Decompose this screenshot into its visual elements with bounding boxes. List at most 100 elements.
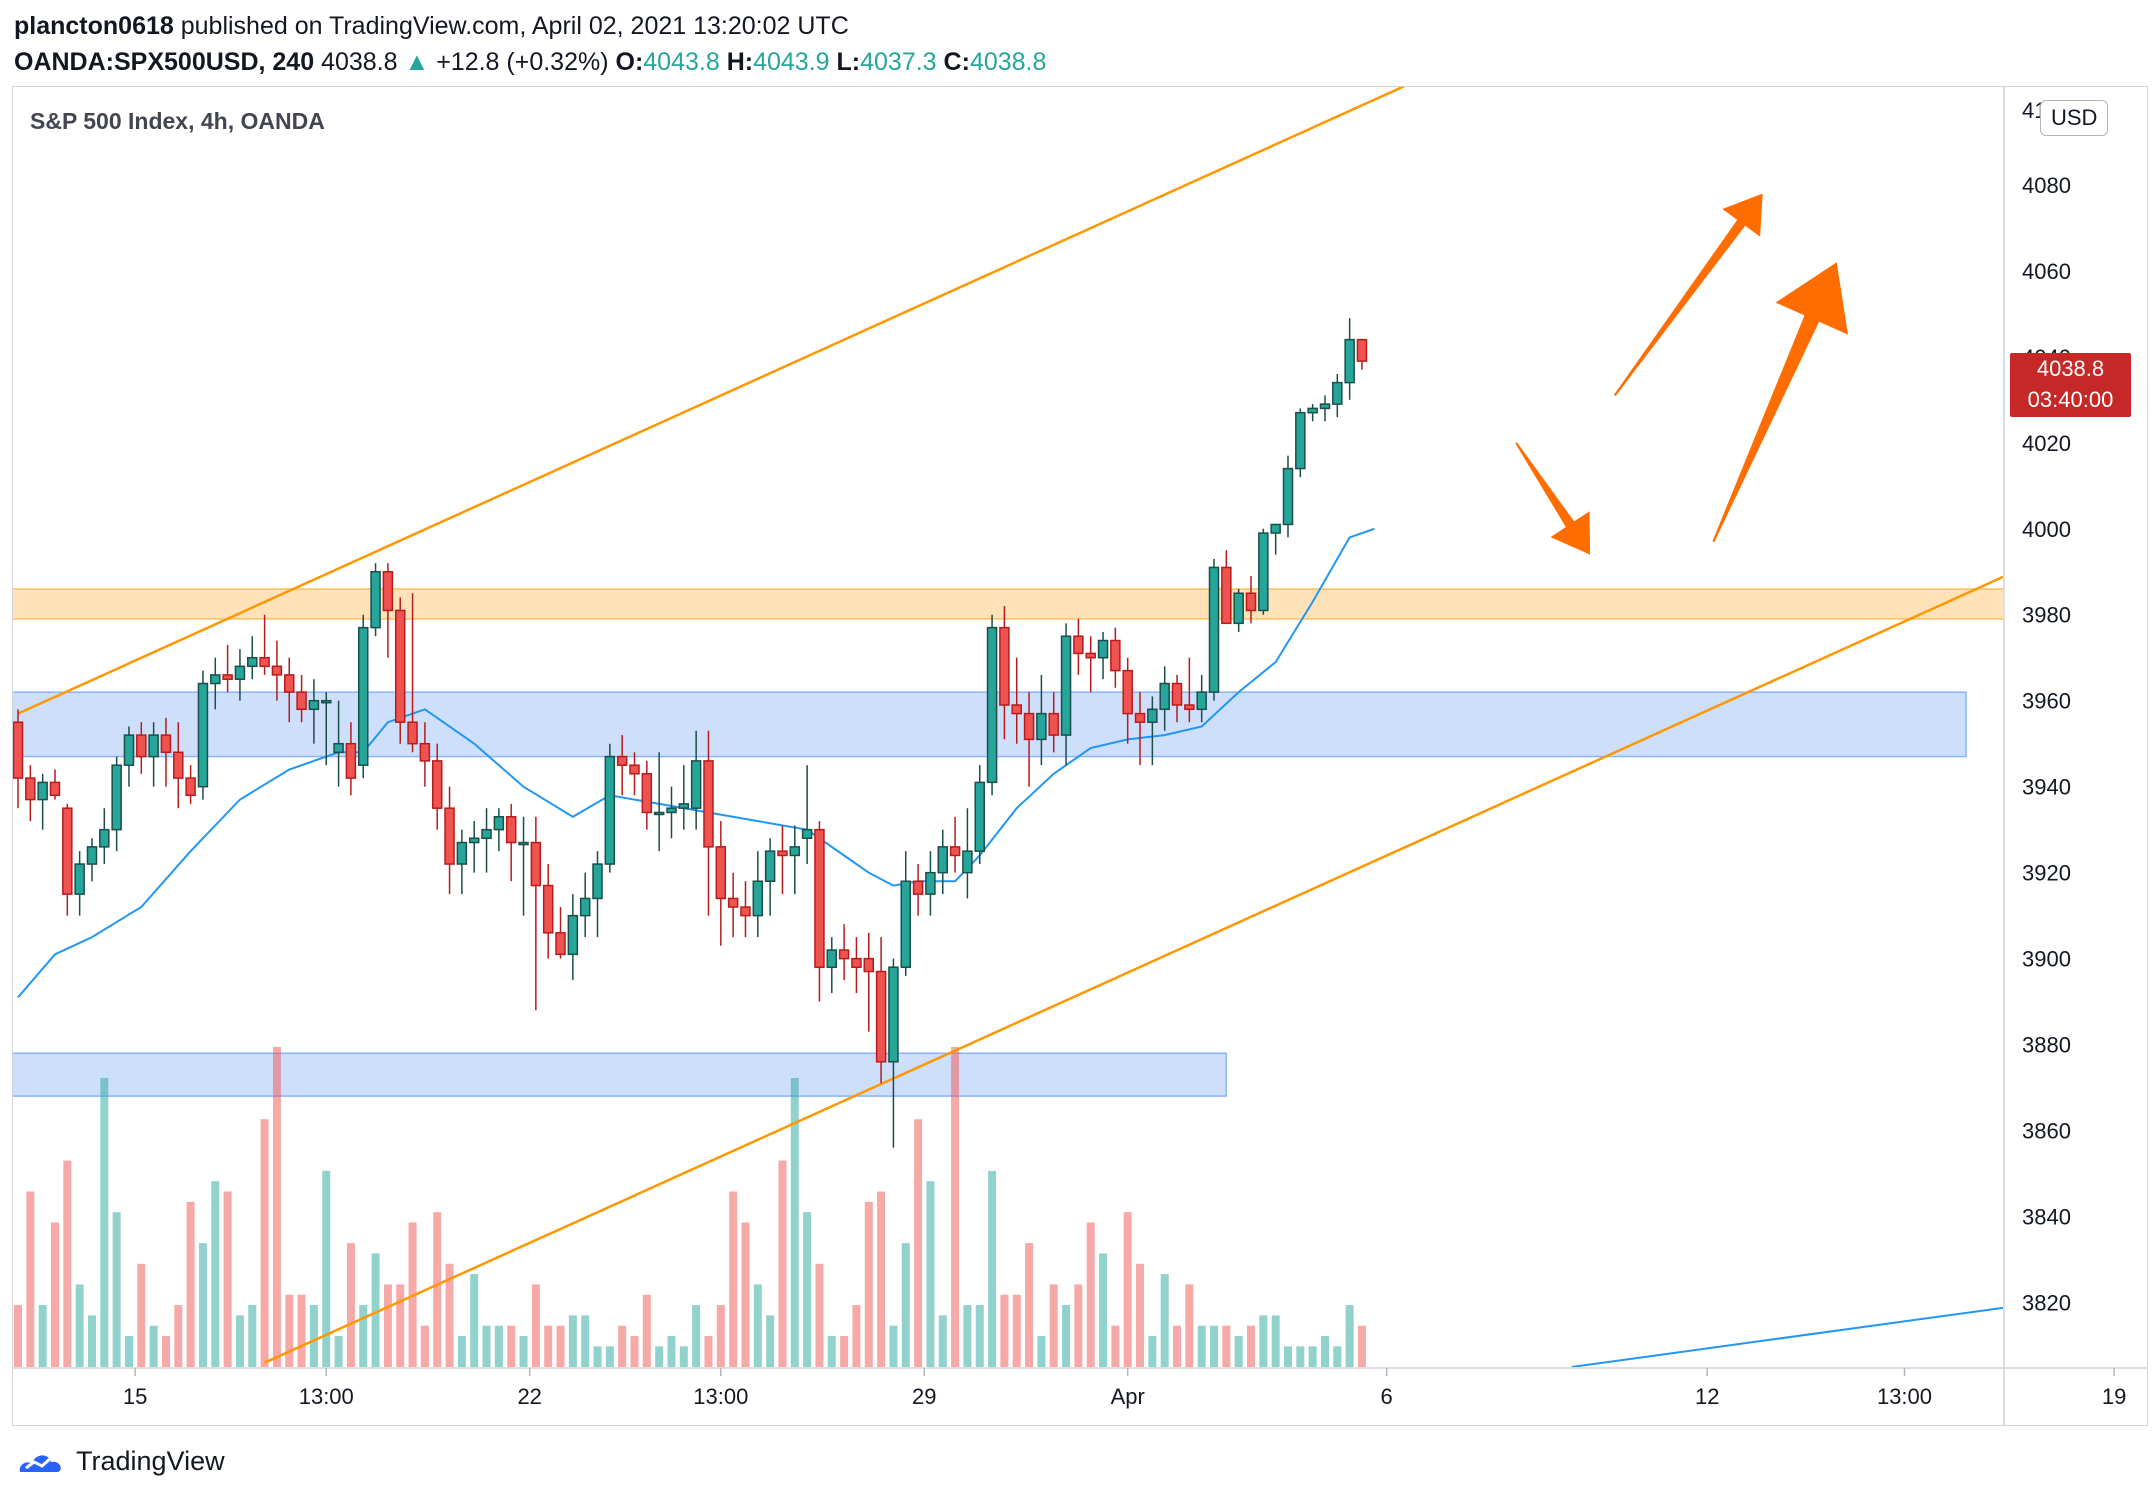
time-axis[interactable]: 15 13:00 22 13:00 29 Apr 6 12 13:00 19 [123,1368,2126,1409]
candle [814,821,825,1002]
low-label: L: [836,48,861,76]
candle-up-body [1196,691,1207,711]
volume-bar [14,1305,22,1367]
tradingview-brand[interactable]: TradingView [16,1441,225,1481]
candle [949,816,961,873]
candle-down-body [1356,338,1368,362]
volume-bar [815,1263,824,1367]
candle [481,808,492,873]
candle [678,765,690,830]
time-tick-label: 13:00 [1877,1384,1932,1409]
candle [912,864,924,916]
candle-up-body [210,674,221,685]
candle-down-body [629,764,640,775]
candle [1147,696,1158,766]
support-zone-blue-low [13,1052,1228,1097]
candle [1023,692,1035,787]
candle [1295,408,1306,478]
candle-down-body [1184,704,1195,711]
time-tick-label: 22 [517,1384,541,1409]
author-name[interactable]: plancton0618 [14,12,174,40]
candle [1085,636,1096,693]
candle [1356,338,1368,370]
candle-up-body [197,682,209,788]
candle [99,808,110,865]
candle [25,765,36,822]
candle [357,614,369,779]
volume-bar [507,1325,516,1367]
candle [308,679,320,744]
candle-down-body [949,846,961,857]
candle-up-body [678,803,690,809]
price-axis[interactable]: 3820 3840 3860 3880 3900 3920 3940 3960 3980 4000… [2022,98,2071,1316]
candle [86,838,98,882]
volume-bar [383,1284,392,1367]
candle-up-body [308,699,320,711]
candle-up-body [493,816,505,831]
time-tick-label: 19 [2102,1384,2126,1409]
open-label: O: [615,48,644,76]
volume-bar [186,1201,195,1367]
channel-lower-line [264,575,2003,1364]
volume-bar [1062,1305,1071,1367]
price-tick-label: 3940 [2022,775,2071,800]
candle [1184,657,1195,723]
volume-bar [1111,1325,1120,1367]
candle [394,597,406,744]
volume-bar [963,1305,972,1367]
volume-bar [1025,1243,1034,1367]
volume-bar [1234,1336,1243,1367]
volume-bar [692,1305,701,1367]
candle-up-body [111,764,122,831]
candle [210,657,221,710]
candle-up-body [468,837,480,844]
volume-bar [803,1212,812,1367]
volume-bar [174,1305,183,1367]
candle [431,743,443,830]
candle-down-body [616,755,628,766]
time-tick-label: Apr [1111,1384,1145,1409]
candle [604,743,616,873]
currency-button[interactable]: USD [2040,100,2109,136]
volume-bar [223,1191,232,1367]
candle [493,808,505,852]
candle [444,786,455,895]
candle-up-body [1060,635,1072,736]
chart-frame [12,86,2148,1426]
candle-up-body [653,811,665,816]
candle [801,765,813,865]
low-value: 4037.3 [860,48,937,76]
candle-down-body [703,760,714,848]
candle-up-body [86,846,98,865]
candle [1060,623,1072,766]
candle-up-body [937,846,948,874]
candle [1073,619,1084,675]
candle [1245,576,1257,624]
candle [259,614,270,675]
candle-down-body [49,781,61,797]
candle-up-body [974,781,985,852]
candle-down-body [1048,712,1059,736]
candle [197,670,209,800]
candle-down-body [431,760,443,809]
volume-bar [1012,1294,1021,1367]
candle [1159,666,1170,731]
candle-up-body [37,781,48,801]
zones-layer [13,588,2003,1097]
candle [740,881,751,938]
candle-up-body [74,863,85,895]
volume-bar [1259,1315,1268,1367]
candle [123,726,135,787]
candle [271,640,283,701]
candle [925,851,936,916]
volume-bar [322,1170,331,1367]
volume-bar [50,1222,59,1367]
candles-layer [13,318,1368,1148]
arrow-down-icon [1515,442,1591,555]
price-tick-label: 4020 [2022,431,2071,456]
candle-down-body [407,721,418,745]
candle [641,760,653,830]
volume-bar [297,1294,306,1367]
volume-bar [877,1191,886,1367]
